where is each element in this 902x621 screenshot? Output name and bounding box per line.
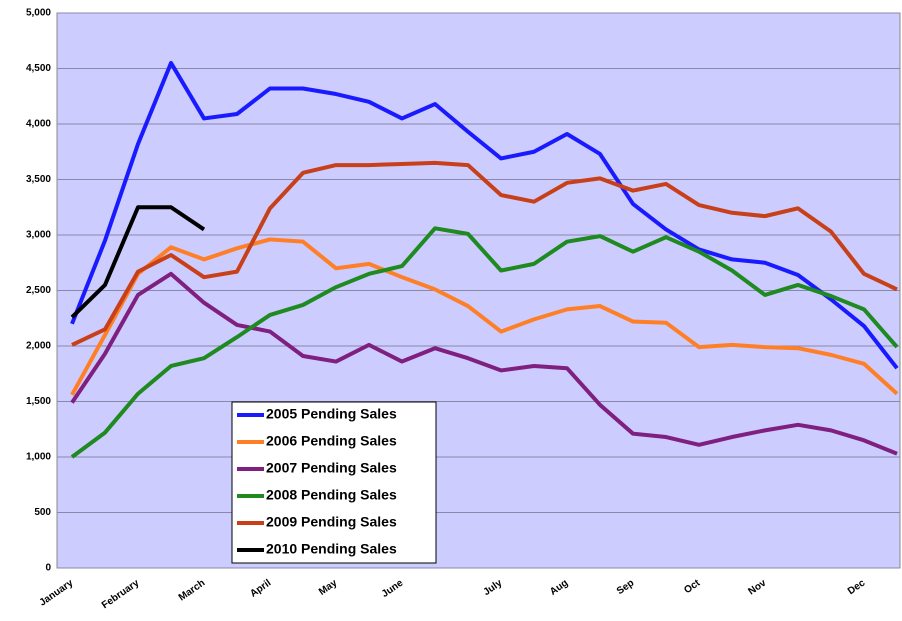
y-tick-label: 3,500 bbox=[26, 174, 51, 185]
legend-box bbox=[231, 401, 437, 564]
y-tick-label: 2,000 bbox=[26, 341, 51, 352]
x-tick-label: March bbox=[177, 578, 207, 604]
x-tick-label: Oct bbox=[682, 577, 703, 596]
y-tick-label: 4,000 bbox=[26, 119, 51, 130]
legend-label: 2009 Pending Sales bbox=[266, 514, 397, 530]
series-line bbox=[71, 160, 898, 347]
x-tick-label: June bbox=[380, 577, 406, 600]
y-tick-label: 2,500 bbox=[26, 285, 51, 296]
legend-label: 2007 Pending Sales bbox=[266, 460, 397, 476]
series-line bbox=[70, 237, 899, 396]
x-tick-label: January bbox=[38, 577, 76, 608]
y-tick-label: 5,000 bbox=[26, 8, 51, 19]
y-tick-label: 4,500 bbox=[26, 63, 51, 74]
series-line bbox=[70, 271, 898, 456]
x-tick-label: Sep bbox=[615, 578, 636, 598]
x-tick-label: April bbox=[248, 577, 273, 599]
y-tick-label: 3,000 bbox=[26, 230, 51, 241]
y-tick-label: 500 bbox=[34, 507, 51, 518]
series-line bbox=[70, 226, 899, 459]
series-line bbox=[70, 60, 899, 370]
series-line bbox=[70, 205, 206, 319]
legend-label: 2010 Pending Sales bbox=[266, 541, 397, 557]
y-tick-label: 0 bbox=[45, 563, 51, 574]
x-tick-label: July bbox=[482, 577, 505, 598]
x-tick-label: Nov bbox=[746, 577, 768, 597]
legend-label: 2005 Pending Sales bbox=[266, 406, 397, 422]
x-tick-label: Aug bbox=[548, 578, 570, 598]
y-tick-label: 1,000 bbox=[26, 452, 51, 463]
x-tick-label: Dec bbox=[846, 577, 868, 597]
legend-label: 2006 Pending Sales bbox=[266, 433, 397, 449]
x-tick-label: February bbox=[100, 577, 142, 611]
legend-label: 2008 Pending Sales bbox=[266, 487, 397, 503]
x-tick-label: May bbox=[317, 577, 340, 597]
y-tick-label: 1,500 bbox=[26, 396, 51, 407]
